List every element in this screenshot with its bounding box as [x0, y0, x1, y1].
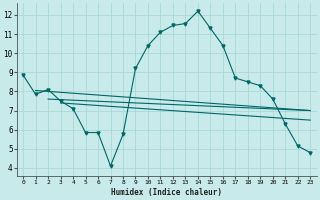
X-axis label: Humidex (Indice chaleur): Humidex (Indice chaleur)	[111, 188, 222, 197]
